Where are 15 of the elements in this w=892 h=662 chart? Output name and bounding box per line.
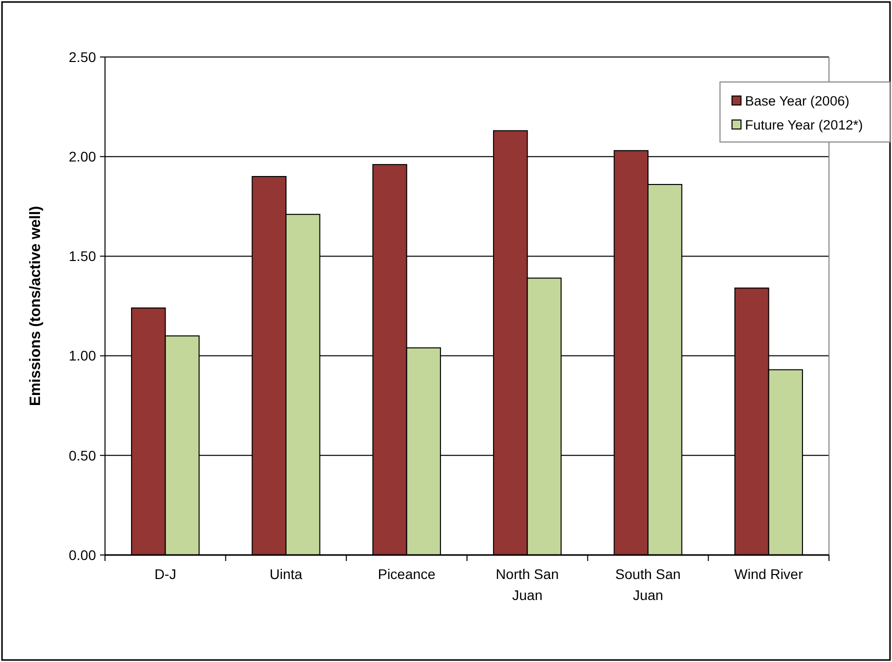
legend-label: Future Year (2012*) bbox=[745, 118, 863, 133]
y-tick-label: 0.50 bbox=[68, 447, 96, 464]
x-tick-label: North San Juan bbox=[496, 566, 559, 603]
y-axis-title: Emissions (tons/active well) bbox=[27, 206, 44, 406]
x-tick-label: Wind River bbox=[734, 566, 804, 582]
x-tick-label: Uinta bbox=[270, 566, 303, 582]
y-tick-label: 1.50 bbox=[68, 248, 96, 264]
y-tick-label: 2.00 bbox=[68, 148, 96, 164]
x-tick-label: South San Juan bbox=[615, 566, 681, 603]
y-tick-label: 1.00 bbox=[68, 348, 96, 364]
legend-label: Base Year (2006) bbox=[745, 94, 850, 109]
y-tick-label: 2.50 bbox=[68, 48, 96, 65]
x-tick-label: D-J bbox=[154, 566, 176, 582]
y-tick-label: 0.00 bbox=[68, 546, 96, 563]
x-tick-label: Piceance bbox=[378, 566, 436, 582]
